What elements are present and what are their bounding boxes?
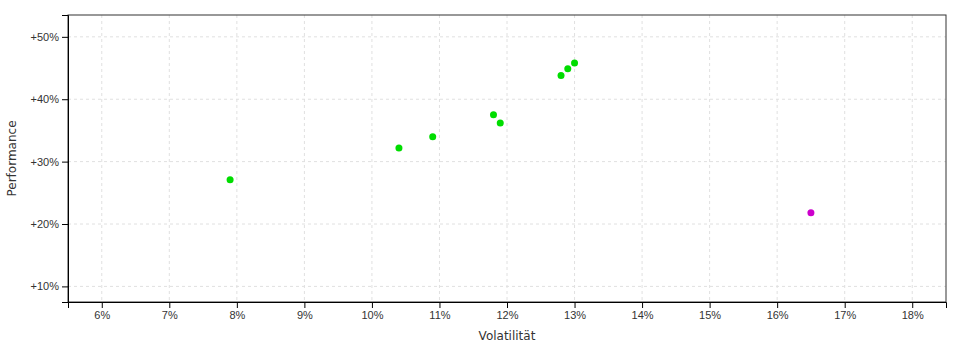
tick-label: 7% [162,309,178,321]
tick-label: 15% [699,309,721,321]
tick-mark [439,302,440,308]
tick-label: 10% [361,309,383,321]
chart: 6%7%8%9%10%11%12%13%14%15%16%17%18%+10%+… [0,0,966,350]
series [807,209,814,216]
point [564,65,571,72]
tick: +40% [31,93,68,105]
tick-mark [237,302,238,308]
point [497,119,504,126]
tick: +50% [31,31,68,43]
tick-label: +10% [31,280,60,292]
tick-label: +40% [31,93,60,105]
tick: 12% [496,302,518,321]
axis-line [62,16,69,303]
tick: +20% [31,218,68,230]
tick: 16% [767,302,789,321]
tick-label: 9% [297,309,313,321]
y-axis-title: Performance [5,120,19,196]
series [227,60,578,184]
tick-mark [575,302,576,308]
plot: 6%7%8%9%10%11%12%13%14%15%16%17%18%+10%+… [31,15,947,321]
grid [68,15,946,302]
point [490,111,497,118]
grid-line [574,15,575,302]
grid-line [68,161,946,162]
tick: 9% [297,302,313,321]
tick-label: 6% [94,309,110,321]
tick-label: 8% [229,309,245,321]
grid-line [777,15,778,302]
y-axis: +10% +20% +30% +40% +50% [31,16,69,303]
tick-mark [62,162,68,163]
tick-mark [777,302,778,308]
point [571,60,578,67]
tick-mark [912,302,913,308]
tick-mark [845,302,846,308]
tick-mark [102,302,103,308]
grid-line [371,15,372,302]
x-axis-title: Volatilität [479,329,536,343]
x-axis: 6% 7% 8% 9% 10% 11% 12% 13% 14% 15% 16% 17% 18% [69,302,947,321]
tick-mark [62,286,68,287]
tick: +30% [31,156,68,168]
grid-line [236,15,237,302]
point [558,72,565,79]
axis-line [69,303,947,309]
tick-mark [304,302,305,308]
tick-label: 12% [496,309,518,321]
tick-mark [372,302,373,308]
plot-frame [68,15,946,302]
grid-line [68,224,946,225]
tick-mark [62,37,68,38]
tick: 8% [229,302,245,321]
tick: 15% [699,302,721,321]
grid-line [439,15,440,302]
tick: 13% [564,302,586,321]
points [227,60,815,217]
grid-line [68,99,946,100]
tick-mark [169,302,170,308]
tick: 18% [902,302,924,321]
point [807,209,814,216]
grid-line [642,15,643,302]
tick-label: 13% [564,309,586,321]
tick-mark [62,224,68,225]
tick-label: 18% [902,309,924,321]
tick-mark [710,302,711,308]
tick: 7% [162,302,178,321]
grid-line [709,15,710,302]
tick: 10% [361,302,383,321]
tick: 17% [834,302,856,321]
tick-mark [507,302,508,308]
tick-label: +50% [31,31,60,43]
tick-label: 17% [834,309,856,321]
tick-label: 16% [767,309,789,321]
tick-label: +30% [31,156,60,168]
point [227,176,234,183]
tick-label: +20% [31,218,60,230]
tick-label: 14% [632,309,654,321]
tick: 14% [632,302,654,321]
grid-line [912,15,913,302]
tick-mark [62,99,68,100]
tick-label: 11% [429,309,450,321]
point [395,144,402,151]
tick: 6% [94,302,110,321]
grid-line [844,15,845,302]
grid-line [304,15,305,302]
tick-mark [642,302,643,308]
tick: 11% [429,302,450,321]
grid-line [68,286,946,287]
point [429,133,436,140]
grid-line [101,15,102,302]
tick: +10% [31,280,68,292]
grid-line [68,36,946,37]
grid-line [507,15,508,302]
grid-line [169,15,170,302]
